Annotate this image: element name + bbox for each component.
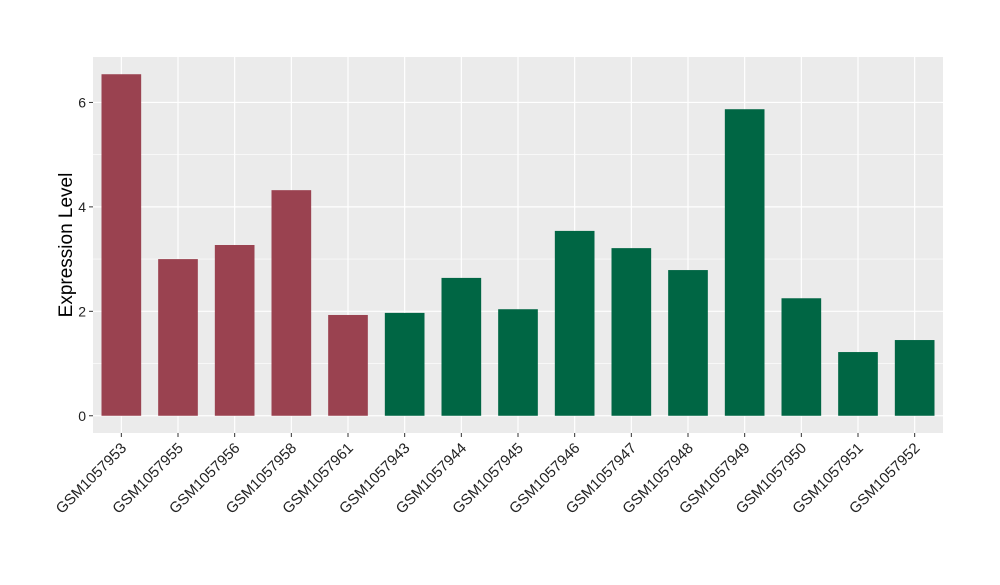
bar-GSM1057949 — [724, 109, 765, 416]
bar-GSM1057953 — [101, 74, 142, 416]
bar-GSM1057951 — [838, 352, 878, 416]
y-tick-label: 6 — [78, 94, 86, 110]
y-tick-label: 4 — [78, 199, 86, 215]
bar-GSM1057947 — [611, 248, 652, 416]
bar-GSM1057948 — [668, 270, 708, 416]
bar-GSM1057943 — [384, 312, 425, 416]
bar-GSM1057961 — [328, 314, 368, 416]
y-axis: 0 2 4 6 — [78, 94, 93, 424]
x-axis: GSM1057953GSM1057955GSM1057956GSM1057958… — [53, 433, 923, 517]
bar-GSM1057958 — [271, 190, 312, 416]
bar-GSM1057952 — [894, 340, 935, 416]
bar-GSM1057944 — [441, 277, 482, 416]
bars — [101, 74, 935, 416]
bar-GSM1057945 — [498, 309, 538, 416]
y-axis-label: Expression Level — [56, 173, 77, 318]
bar-GSM1057955 — [158, 259, 198, 416]
y-tick-label: 2 — [78, 303, 86, 319]
y-tick-label: 0 — [78, 408, 86, 424]
bar-GSM1057956 — [214, 245, 255, 416]
bar-GSM1057950 — [781, 298, 822, 416]
bar-GSM1057946 — [554, 230, 595, 416]
